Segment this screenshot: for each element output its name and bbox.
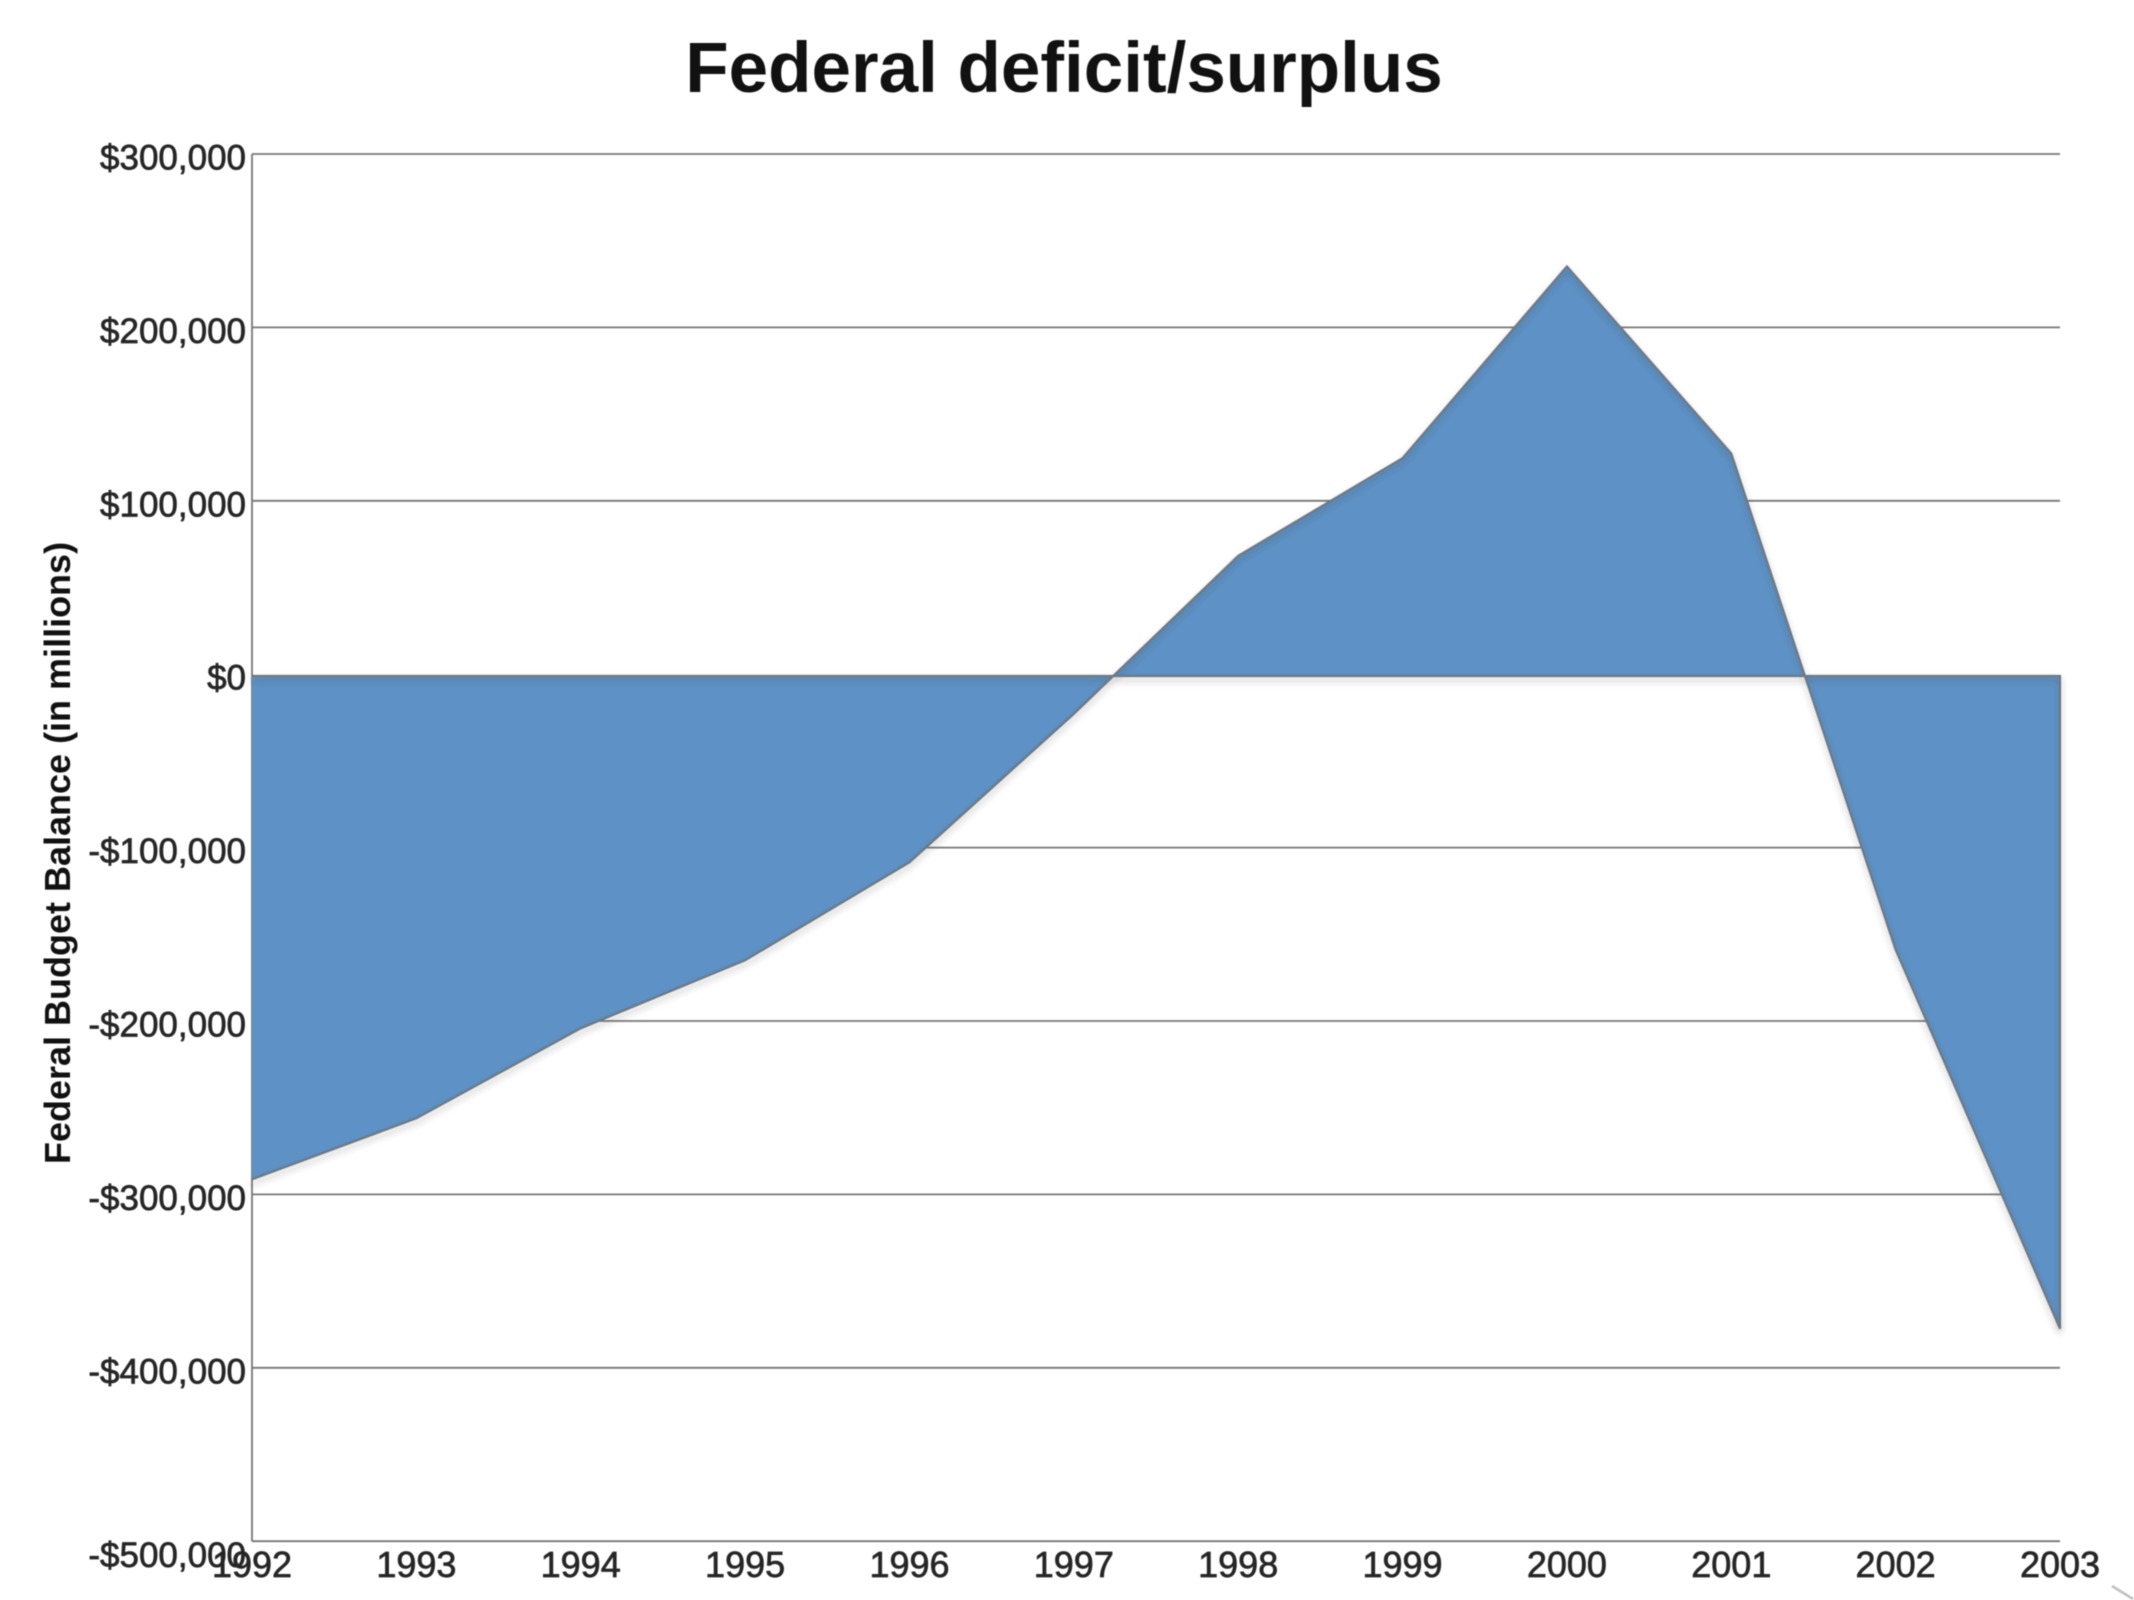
svg-text:-$200,000: -$200,000 xyxy=(88,1006,246,1045)
svg-text:$200,000: $200,000 xyxy=(100,312,246,351)
svg-text:1993: 1993 xyxy=(376,1544,456,1585)
svg-text:1994: 1994 xyxy=(541,1544,621,1585)
svg-text:1992: 1992 xyxy=(212,1544,292,1585)
svg-text:$300,000: $300,000 xyxy=(100,139,246,178)
svg-text:-$500,000: -$500,000 xyxy=(88,1536,246,1575)
svg-text:1995: 1995 xyxy=(705,1544,785,1585)
svg-text:2002: 2002 xyxy=(1856,1544,1936,1585)
svg-text:-$100,000: -$100,000 xyxy=(88,832,246,871)
svg-text:$0: $0 xyxy=(207,659,246,698)
svg-text:-$400,000: -$400,000 xyxy=(88,1352,246,1391)
svg-text:2001: 2001 xyxy=(1691,1544,1771,1585)
svg-text:1997: 1997 xyxy=(1034,1544,1114,1585)
svg-text:$100,000: $100,000 xyxy=(100,485,246,524)
svg-text:1996: 1996 xyxy=(869,1544,949,1585)
svg-text:1999: 1999 xyxy=(1362,1544,1442,1585)
svg-text:2003: 2003 xyxy=(2020,1544,2100,1585)
svg-text:Federal Budget Balance (in mil: Federal Budget Balance (in millions) xyxy=(37,542,78,1164)
svg-text:Federal deficit/surplus: Federal deficit/surplus xyxy=(685,29,1443,108)
svg-text:1998: 1998 xyxy=(1198,1544,1278,1585)
svg-text:-$300,000: -$300,000 xyxy=(88,1179,246,1218)
svg-text:2000: 2000 xyxy=(1527,1544,1607,1585)
